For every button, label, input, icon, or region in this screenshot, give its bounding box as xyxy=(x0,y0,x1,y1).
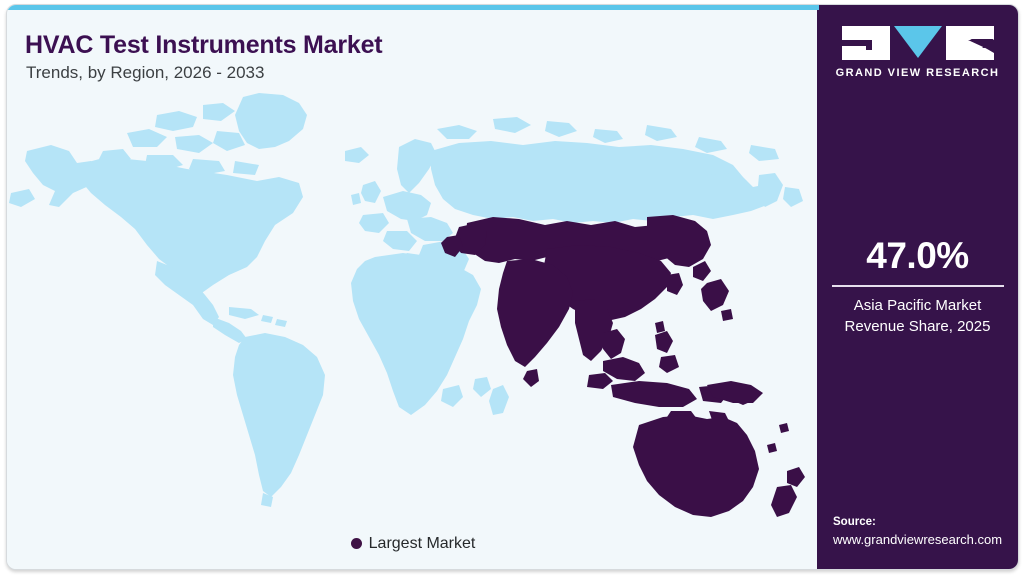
source-url[interactable]: www.grandviewresearch.com xyxy=(833,532,1003,548)
brand-wordmark: GRAND VIEW RESEARCH xyxy=(835,67,1000,79)
top-accent-bar xyxy=(7,5,819,10)
legend-marker-icon xyxy=(350,538,362,549)
brand-logo: GRAND VIEW RESEARCH xyxy=(817,26,1018,79)
page-subtitle: Trends, by Region, 2026 - 2033 xyxy=(26,63,265,82)
gvr-letter-v-triangle-icon xyxy=(893,26,942,58)
source-block: Source: www.grandviewresearch.com xyxy=(833,514,1018,549)
stat-value: 47.0% xyxy=(866,235,969,276)
gvr-logo-marks xyxy=(841,26,994,60)
gvr-letter-g-icon xyxy=(841,26,890,60)
world-map xyxy=(7,89,819,519)
map-land-unhighlighted xyxy=(9,93,803,507)
world-map-svg xyxy=(7,89,819,519)
source-heading: Source: xyxy=(833,516,876,529)
map-legend: Largest Market xyxy=(7,535,819,553)
map-pane: HVAC Test Instruments Market Trends, by … xyxy=(7,5,819,569)
page-title: HVAC Test Instruments Market xyxy=(25,31,383,59)
legend-label: Largest Market xyxy=(368,535,476,552)
stat-block: 47.0% Asia Pacific Market Revenue Share,… xyxy=(817,235,1018,337)
map-region-asia-pacific-highlighted xyxy=(441,215,805,517)
side-panel: GRAND VIEW RESEARCH 47.0% Asia Pacific M… xyxy=(817,5,1018,569)
stat-label-line1: Asia Pacific Market xyxy=(853,296,982,314)
stat-divider xyxy=(831,284,1004,287)
stat-label-line2: Revenue Share, 2025 xyxy=(844,318,991,336)
infographic-card: HVAC Test Instruments Market Trends, by … xyxy=(6,4,1019,570)
gvr-letter-r-icon xyxy=(945,26,994,60)
